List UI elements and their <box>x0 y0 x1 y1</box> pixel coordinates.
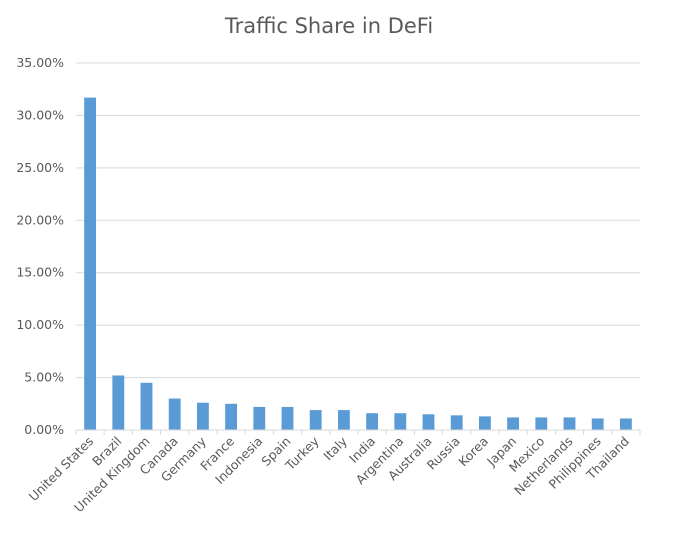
y-tick-label: 30.00% <box>16 107 64 122</box>
bar <box>591 418 604 430</box>
bar <box>422 414 435 430</box>
bar <box>563 417 576 430</box>
y-tick-label: 0.00% <box>24 422 64 437</box>
y-tick-label: 10.00% <box>16 317 64 332</box>
bar <box>507 417 520 430</box>
x-axis <box>75 429 641 435</box>
y-tick-label: 15.00% <box>16 265 64 280</box>
x-tick-label: Italy <box>320 433 350 463</box>
y-tick-label: 5.00% <box>24 370 64 385</box>
bar <box>112 375 125 430</box>
bar <box>140 382 153 430</box>
x-tick-label: Korea <box>455 434 491 470</box>
bar <box>535 417 548 430</box>
bar <box>309 410 322 430</box>
y-axis-ticks: 0.00% 5.00% 10.00% 15.00% 20.00% 25.00% 30.00%… <box>16 55 64 437</box>
grid-lines <box>76 62 640 379</box>
bar <box>337 410 350 430</box>
chart-title: Traffic Share in DeFi <box>224 14 434 38</box>
bar <box>281 406 294 430</box>
bar <box>394 413 407 430</box>
y-tick-label: 20.00% <box>16 212 64 227</box>
bar <box>196 402 209 430</box>
y-tick-label: 25.00% <box>16 160 64 175</box>
bar <box>84 97 97 431</box>
y-tick-label: 35.00% <box>16 55 64 70</box>
bar <box>225 403 238 430</box>
bars <box>84 97 632 431</box>
bar <box>168 398 181 430</box>
bar <box>253 406 266 430</box>
bar <box>450 415 463 430</box>
bar <box>619 418 632 430</box>
bar <box>478 416 491 430</box>
bar <box>366 413 379 430</box>
